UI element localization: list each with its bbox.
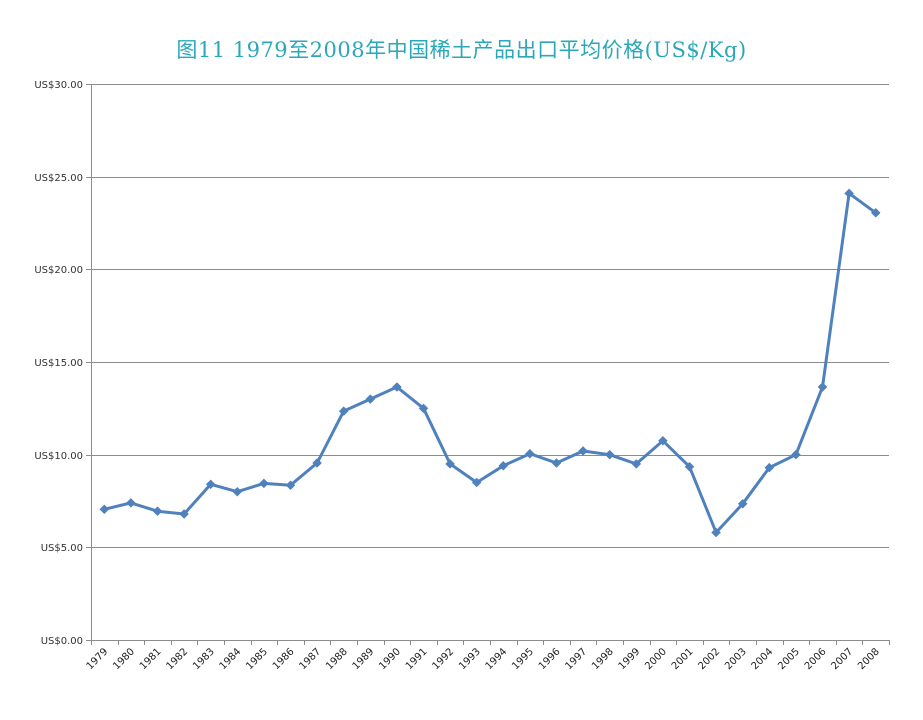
series	[99, 188, 881, 538]
y-tick-label: US$15.00	[34, 358, 83, 369]
x-tick-label: 1992	[430, 646, 456, 672]
x-tick-label: 2003	[723, 646, 749, 672]
x-tick-label: 1981	[138, 646, 164, 672]
data-point-2006	[817, 382, 828, 392]
y-tick-label: US$30.00	[34, 80, 83, 91]
data-point-1989	[365, 394, 376, 404]
x-tick-label: 1993	[457, 646, 483, 672]
data-point-1979	[99, 504, 110, 515]
y-tick-label: US$0.00	[41, 636, 83, 647]
data-point-2005	[791, 449, 801, 460]
x-tick-label: 1996	[537, 646, 563, 672]
data-point-1981	[152, 506, 163, 517]
x-tick-label: 1998	[590, 646, 616, 672]
gridlines	[91, 84, 889, 548]
chart-title: 图11 1979至2008年中国稀土产品出口平均价格(US$/Kg)	[176, 38, 747, 62]
x-tick-label: 2008	[856, 646, 882, 672]
x-tick-label: 2004	[750, 646, 776, 672]
x-tick-label: 1991	[404, 646, 430, 672]
y-axis-ticks: US$0.00 US$5.00 US$10.00 US$15.00 US$20.00 US…	[34, 80, 91, 647]
data-point-1985	[259, 478, 269, 489]
x-tick-label: 1994	[484, 646, 510, 672]
x-tick-label: 1997	[563, 646, 589, 672]
x-tick-label: 1982	[164, 646, 190, 672]
data-point-2008	[870, 207, 881, 218]
data-point-1994	[498, 460, 509, 471]
data-point-2000	[658, 435, 668, 446]
data-point-1999	[631, 459, 642, 469]
data-point-1988	[338, 406, 349, 416]
data-point-2004	[764, 462, 775, 473]
x-axis-ticks: 1979 1980 1981 1982 1983 1984 1985 1986 1987 1988…	[85, 640, 890, 672]
x-tick-label: 2006	[803, 646, 829, 672]
y-tick-label: US$5.00	[41, 543, 83, 554]
data-point-1996	[551, 458, 562, 468]
y-tick-label: US$25.00	[34, 173, 83, 184]
data-point-1991	[418, 403, 429, 414]
x-tick-label: 1999	[617, 646, 643, 672]
x-tick-label: 1988	[324, 646, 350, 672]
x-tick-label: 1980	[111, 646, 137, 672]
x-tick-label: 1983	[191, 646, 217, 672]
data-point-2007	[844, 188, 854, 199]
x-tick-label: 1985	[244, 646, 270, 672]
y-tick-label: US$20.00	[34, 265, 83, 276]
y-tick-label: US$10.00	[34, 451, 83, 462]
x-tick-label: 1984	[218, 646, 244, 672]
data-point-1997	[578, 446, 588, 456]
x-tick-label: 1987	[297, 646, 323, 672]
data-point-1990	[392, 382, 402, 392]
x-tick-label: 2005	[776, 646, 802, 672]
data-point-1992	[445, 459, 455, 469]
data-point-1987	[312, 458, 322, 468]
x-tick-label: 1979	[85, 646, 111, 672]
x-tick-label: 2000	[643, 646, 669, 672]
x-tick-label: 1986	[271, 646, 297, 672]
data-point-1984	[232, 486, 243, 497]
data-point-1995	[525, 448, 535, 459]
x-tick-label: 1995	[510, 646, 536, 672]
data-point-2002	[711, 527, 721, 538]
data-point-1980	[126, 497, 136, 508]
data-point-1993	[471, 477, 482, 488]
x-tick-label: 2007	[829, 646, 855, 672]
data-point-1986	[285, 480, 296, 491]
series-line	[102, 191, 878, 534]
data-point-1983	[205, 479, 216, 490]
data-point-2003	[737, 498, 748, 509]
data-point-1998	[604, 449, 615, 460]
x-tick-label: 2002	[696, 646, 722, 672]
data-point-2001	[684, 461, 695, 472]
x-tick-label: 1989	[351, 646, 377, 672]
data-point-1982	[179, 509, 189, 519]
x-tick-label: 1990	[377, 646, 403, 672]
x-tick-label: 2001	[670, 646, 696, 672]
